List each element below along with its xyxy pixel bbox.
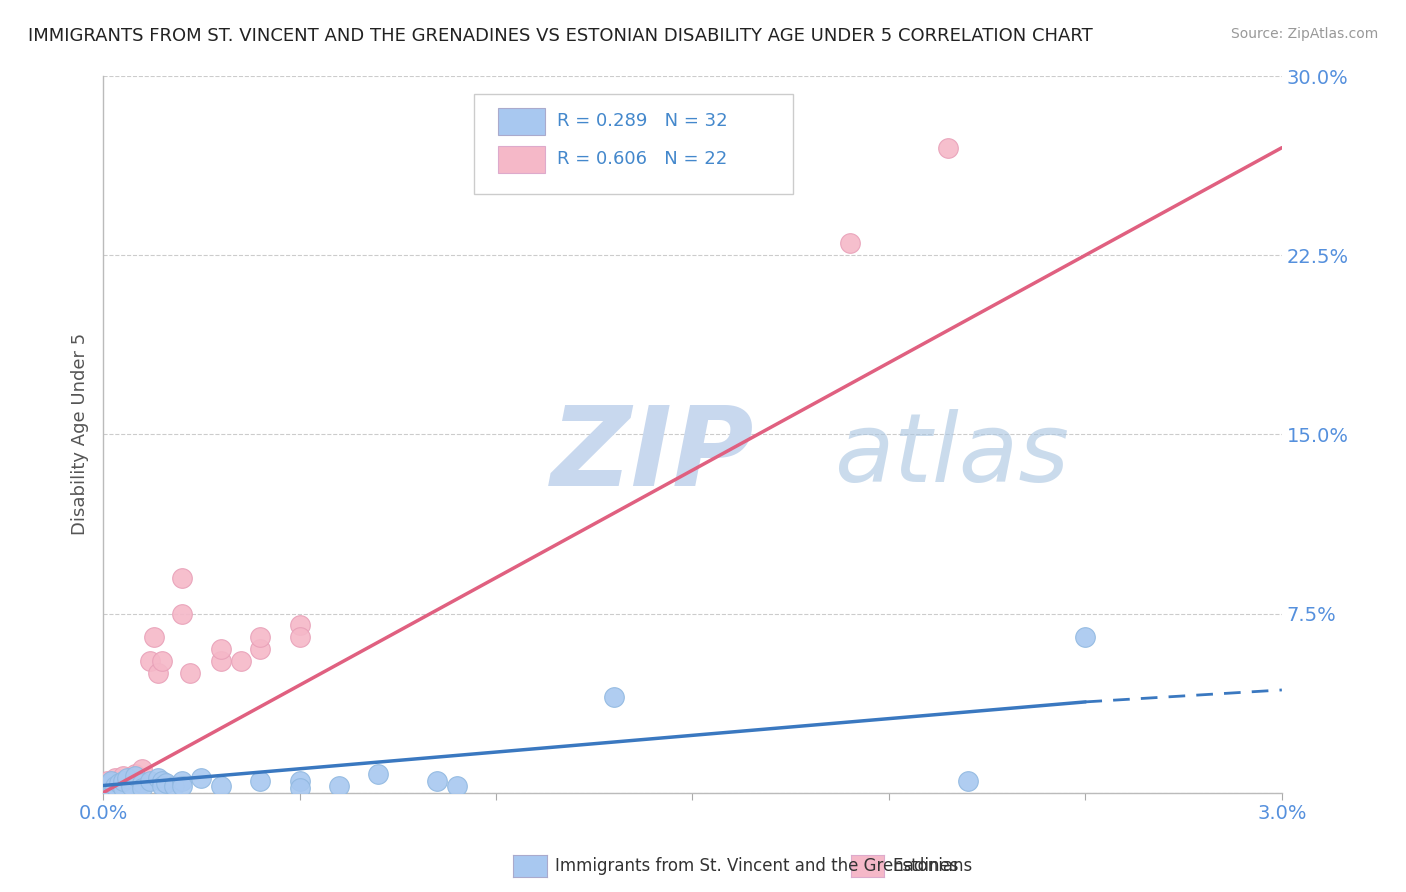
Point <box>108 776 131 790</box>
Point <box>328 779 350 793</box>
Point <box>288 780 311 795</box>
Point <box>100 776 122 790</box>
Point <box>143 631 166 645</box>
Point <box>209 642 232 657</box>
Point <box>131 762 153 776</box>
Point <box>150 654 173 668</box>
Point <box>124 766 146 780</box>
Text: ZIP: ZIP <box>551 402 755 509</box>
Point <box>288 773 311 788</box>
Point <box>179 666 201 681</box>
Text: IMMIGRANTS FROM ST. VINCENT AND THE GRENADINES VS ESTONIAN DISABILITY AGE UNDER : IMMIGRANTS FROM ST. VINCENT AND THE GREN… <box>28 27 1092 45</box>
Point <box>603 690 626 705</box>
Point <box>209 654 232 668</box>
Point <box>426 773 449 788</box>
Point <box>249 773 271 788</box>
Point <box>139 773 162 788</box>
Point <box>936 141 959 155</box>
Point <box>288 618 311 632</box>
Point <box>150 773 173 788</box>
Point <box>170 607 193 621</box>
Point <box>100 773 122 788</box>
Point <box>163 779 186 793</box>
Point <box>115 772 138 786</box>
Text: Source: ZipAtlas.com: Source: ZipAtlas.com <box>1230 27 1378 41</box>
Point <box>150 779 173 793</box>
Point <box>139 654 162 668</box>
Point <box>111 769 134 783</box>
Point <box>146 772 169 786</box>
Point <box>170 779 193 793</box>
Point <box>104 779 127 793</box>
Text: atlas: atlas <box>834 409 1069 502</box>
Point <box>367 766 389 780</box>
Point <box>229 654 252 668</box>
Point <box>190 772 212 786</box>
Point <box>104 772 127 786</box>
Y-axis label: Disability Age Under 5: Disability Age Under 5 <box>72 334 89 535</box>
Point <box>170 571 193 585</box>
Text: Estonians: Estonians <box>893 857 973 875</box>
Bar <box>498 108 546 135</box>
Text: R = 0.289   N = 32: R = 0.289 N = 32 <box>557 112 727 130</box>
Bar <box>498 145 546 173</box>
Point <box>288 631 311 645</box>
Point <box>120 779 142 793</box>
Point <box>124 769 146 783</box>
Point <box>96 779 118 793</box>
Text: R = 0.606   N = 22: R = 0.606 N = 22 <box>557 150 727 169</box>
Point <box>100 776 122 790</box>
Point <box>111 780 134 795</box>
Point <box>446 779 468 793</box>
Point <box>146 666 169 681</box>
FancyBboxPatch shape <box>474 94 793 194</box>
Point <box>956 773 979 788</box>
Point <box>111 773 134 788</box>
Point <box>96 773 118 788</box>
Point <box>131 776 153 790</box>
Point <box>1074 631 1097 645</box>
Point <box>155 776 177 790</box>
Point <box>249 631 271 645</box>
Point <box>170 773 193 788</box>
Text: Immigrants from St. Vincent and the Grenadines: Immigrants from St. Vincent and the Gren… <box>555 857 959 875</box>
Point <box>209 779 232 793</box>
Point <box>838 236 860 251</box>
Point <box>131 780 153 795</box>
Point <box>249 642 271 657</box>
